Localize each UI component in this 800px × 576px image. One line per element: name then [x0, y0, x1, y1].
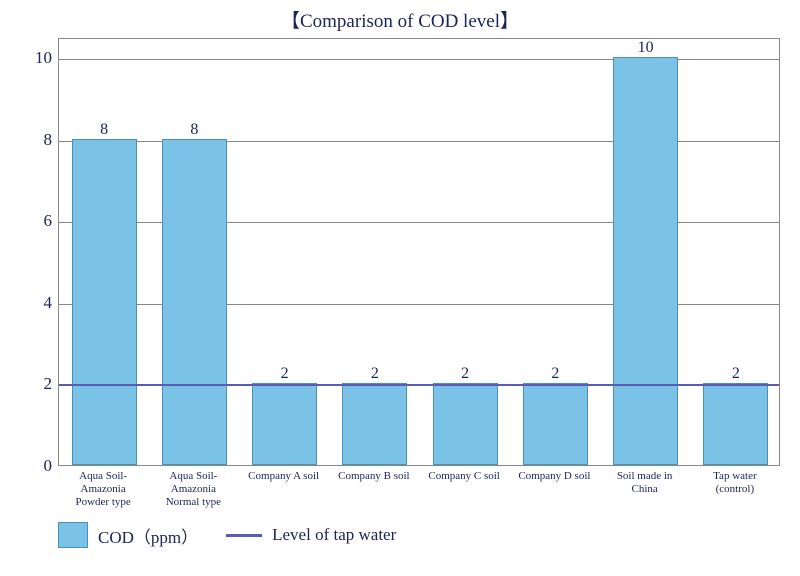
xtick-label: Aqua Soil-AmazoniaNormal type — [148, 470, 238, 510]
xtick-label: Company D soil — [509, 470, 599, 483]
ytick-label: 10 — [12, 48, 52, 68]
xtick-label: Aqua Soil-AmazoniaPowder type — [58, 470, 148, 510]
ytick-label: 4 — [12, 293, 52, 313]
bar — [72, 139, 137, 465]
bar-value-label: 10 — [638, 39, 654, 59]
cod-comparison-chart: 【Comparison of COD level】 8 8 2 2 2 2 10 2 COD（… — [0, 0, 800, 576]
ytick-label: 6 — [12, 211, 52, 231]
bar — [613, 57, 678, 465]
bar-value-label: 2 — [461, 365, 469, 385]
legend-line-tapwater — [226, 534, 262, 537]
ytick-label: 2 — [12, 374, 52, 394]
xtick-label: Soil made inChina — [600, 470, 690, 496]
bar-value-label: 2 — [281, 365, 289, 385]
xtick-label: Tap water(control) — [690, 470, 780, 496]
bar-value-label: 8 — [100, 121, 108, 141]
chart-title: 【Comparison of COD level】 — [0, 0, 800, 37]
bar-value-label: 2 — [732, 365, 740, 385]
xtick-label: Company A soil — [239, 470, 329, 483]
xtick-label: Company C soil — [419, 470, 509, 483]
reference-line — [59, 384, 779, 386]
bar — [162, 139, 227, 465]
bar — [342, 383, 407, 465]
legend: COD（ppm） Level of tap water — [58, 522, 414, 548]
legend-swatch-cod — [58, 522, 88, 548]
bar — [252, 383, 317, 465]
plot-area: 8 8 2 2 2 2 10 2 — [58, 38, 780, 466]
legend-label-cod: COD（ppm） — [98, 523, 198, 548]
bar — [703, 383, 768, 465]
bar — [523, 383, 588, 465]
bar-value-label: 2 — [371, 365, 379, 385]
bar-value-label: 8 — [190, 121, 198, 141]
xtick-label: Company B soil — [329, 470, 419, 483]
bar — [433, 383, 498, 465]
legend-label-tapwater: Level of tap water — [272, 525, 396, 545]
ytick-label: 8 — [12, 130, 52, 150]
bar-value-label: 2 — [551, 365, 559, 385]
ytick-label: 0 — [12, 456, 52, 476]
